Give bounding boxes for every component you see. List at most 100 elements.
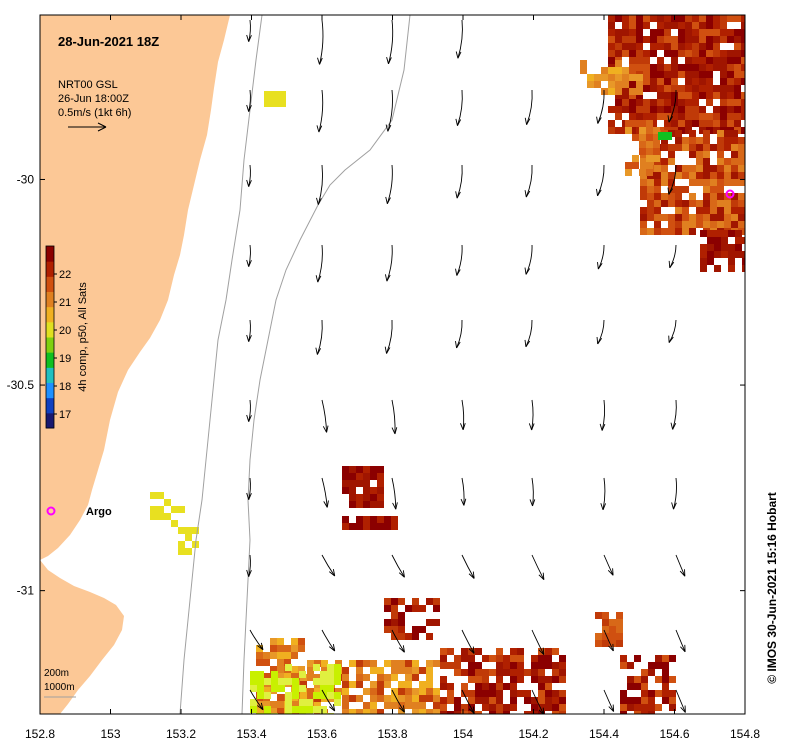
sst-pixel — [475, 676, 482, 683]
sst-pixel — [664, 99, 671, 106]
sst-pixel — [636, 81, 643, 88]
colorbar-tick-label: 20 — [59, 325, 71, 337]
sst-pixel — [682, 172, 689, 179]
sst-pixel — [720, 36, 727, 43]
sst-pixel — [419, 626, 426, 633]
sst-pixel — [363, 516, 370, 523]
sst-pixel — [447, 690, 454, 697]
sst-pixel — [559, 669, 566, 676]
sst-pixel — [724, 179, 731, 186]
sst-pixel — [454, 655, 461, 662]
legend-scale-label: 0.5m/s (1kt 6h) — [58, 107, 131, 119]
sst-pixel — [334, 678, 341, 685]
sst-pixel — [714, 237, 721, 244]
sst-pixel — [616, 633, 623, 640]
sst-pixel — [655, 704, 662, 711]
sst-pixel — [689, 137, 696, 144]
sst-pixel — [636, 15, 643, 22]
current-vector-arrow — [385, 164, 393, 204]
sst-pixel — [646, 134, 653, 141]
sst-pixel — [724, 200, 731, 207]
sst-pixel — [731, 179, 738, 186]
sst-pixel — [738, 207, 745, 214]
sst-pixel — [327, 664, 334, 671]
sst-pixel — [706, 43, 713, 50]
sst-pixel — [713, 57, 720, 64]
sst-pixel — [727, 78, 734, 85]
sst-pixel — [699, 64, 706, 71]
sst-pixel — [727, 64, 734, 71]
sst-pixel — [622, 92, 629, 99]
sst-pixel — [342, 480, 349, 487]
sst-pixel — [664, 64, 671, 71]
sst-pixel — [657, 57, 664, 64]
sst-pixel — [327, 692, 334, 699]
sst-pixel — [370, 702, 377, 709]
sst-pixel — [678, 15, 685, 22]
sst-pixel — [503, 662, 510, 669]
current-vector-arrow — [249, 629, 264, 651]
sst-pixel — [284, 652, 291, 659]
sst-pixel — [264, 678, 271, 685]
current-vector-arrow — [597, 244, 605, 270]
sst-pixel — [552, 690, 559, 697]
sst-pixel — [717, 165, 724, 172]
sst-pixel — [468, 669, 475, 676]
colorbar-tick-label: 22 — [59, 269, 71, 281]
sst-pixel — [552, 648, 559, 655]
current-vector-arrow — [321, 477, 329, 508]
current-vector-arrow — [667, 89, 677, 123]
current-vector-arrow — [524, 164, 533, 198]
argo-float-marker[interactable] — [46, 506, 56, 516]
sst-pixel — [363, 501, 370, 508]
sst-pixel — [678, 43, 685, 50]
sst-pixel — [699, 106, 706, 113]
sst-pixel — [692, 113, 699, 120]
sst-pixel — [620, 655, 627, 662]
sst-pixel — [285, 678, 292, 685]
sst-pixel — [482, 669, 489, 676]
sst-pixel — [384, 681, 391, 688]
sst-pixel — [710, 200, 717, 207]
sst-pixel — [661, 158, 668, 165]
sst-pixel — [689, 151, 696, 158]
sst-pixel — [641, 690, 648, 697]
sst-pixel — [696, 172, 703, 179]
sst-pixel — [671, 106, 678, 113]
sst-pixel — [277, 673, 284, 680]
sst-pixel — [615, 81, 622, 88]
sst-pixel — [377, 523, 384, 530]
sst-pixel — [363, 466, 370, 473]
sst-pixel — [717, 186, 724, 193]
sst-pixel — [671, 113, 678, 120]
sst-pixel — [356, 674, 363, 681]
sst-pixel — [454, 697, 461, 704]
sst-pixel — [741, 57, 745, 64]
sst-pixel — [664, 15, 671, 22]
sst-pixel — [270, 666, 277, 673]
sst-pixel — [741, 78, 745, 85]
colorbar-swatch — [46, 337, 54, 353]
sst-pixel — [405, 702, 412, 709]
sst-pixel — [646, 148, 653, 155]
sst-pixel — [734, 99, 741, 106]
sst-pixel — [648, 704, 655, 711]
sst-pixel — [653, 127, 660, 134]
sst-pixel — [643, 22, 650, 29]
sst-pixel — [608, 36, 615, 43]
argo-float-marker-east[interactable] — [725, 189, 735, 199]
sst-pixel — [643, 64, 650, 71]
sst-pixel — [664, 85, 671, 92]
sst-pixel — [349, 487, 356, 494]
sst-pixel — [664, 106, 671, 113]
sst-pixel — [675, 200, 682, 207]
sst-pixel — [710, 214, 717, 221]
sst-pixel — [531, 676, 538, 683]
sst-pixel — [615, 127, 622, 134]
sst-pixel — [327, 671, 334, 678]
sst-pixel — [335, 688, 342, 695]
sst-pixel — [292, 692, 299, 699]
sst-pixel — [299, 699, 306, 706]
x-tick-label: 153.8 — [377, 727, 407, 741]
sst-pixel — [661, 193, 668, 200]
